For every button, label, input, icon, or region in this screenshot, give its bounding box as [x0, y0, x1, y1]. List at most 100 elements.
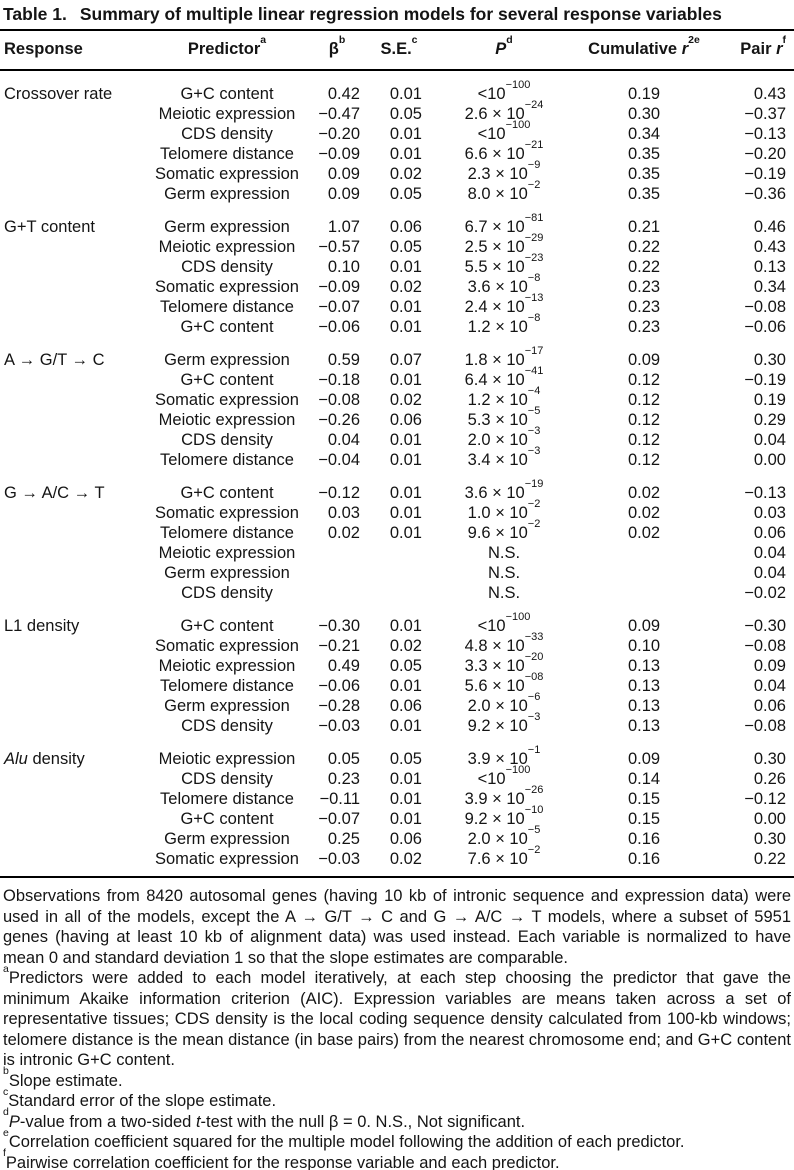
beta-value: −0.06	[318, 318, 360, 336]
pair-r-value: 0.04	[753, 677, 786, 695]
se-value	[368, 543, 430, 563]
p-value-exponent: −3	[527, 444, 541, 457]
p-value: 6.6 × 10−21	[430, 139, 578, 164]
predictor-label: Somatic expression	[155, 850, 299, 868]
predictor-label: G+C content	[180, 810, 274, 828]
se-value: 0.01	[389, 451, 422, 469]
predictor-label: Germ expression	[164, 564, 290, 582]
response-label	[0, 104, 148, 124]
text: Predictor	[187, 40, 261, 58]
text: Correlation coefficient squared for the …	[8, 1133, 685, 1151]
p-value-exponent: −4	[527, 384, 541, 397]
predictor-label: G+C content	[180, 617, 274, 635]
predictor-label: Somatic expression	[155, 278, 299, 296]
predictor-label: Meiotic expression	[158, 750, 296, 768]
p-value: 1.0 × 10−2	[430, 498, 578, 523]
predictor-label: G+C content	[180, 85, 274, 103]
beta-value: −0.28	[318, 697, 360, 715]
italic-text: t	[195, 1112, 201, 1131]
p-value: 2.6 × 10−24	[430, 99, 578, 124]
p-value-exponent: −2	[527, 843, 541, 856]
cumulative-r2-value: 0.23	[627, 298, 661, 316]
table-row: Somatic expression −0.21 0.02 4.8 × 10−33 0.…	[0, 631, 794, 656]
footnote-marker: a	[3, 962, 9, 975]
se-value: 0.01	[389, 524, 422, 542]
predictor-label: Meiotic expression	[158, 411, 296, 429]
response-label	[0, 370, 148, 390]
p-value-exponent: −41	[524, 364, 544, 377]
p-value-exponent: −1	[527, 743, 541, 756]
se-value: 0.01	[389, 298, 422, 316]
beta-value: 1.07	[327, 218, 360, 236]
pair-r-value: 0.00	[753, 810, 786, 828]
table-note-general: Observations from 8420 autosomal genes (…	[3, 886, 791, 968]
table-row: Germ expression N.S. 0.04	[0, 563, 794, 583]
p-value-base: <10	[477, 770, 506, 788]
response-label	[0, 809, 148, 829]
pair-r-value: 0.06	[753, 697, 786, 715]
p-value-base: 3.9 × 10	[464, 790, 525, 808]
beta-value: −0.08	[318, 391, 360, 409]
p-value-exponent: −100	[505, 78, 531, 91]
table-row: Meiotic expression −0.57 0.05 2.5 × 10−29 0.…	[0, 232, 794, 257]
beta-value: −0.06	[318, 677, 360, 695]
p-value: 5.6 × 10−08	[430, 671, 578, 696]
italic-text: r	[776, 40, 783, 58]
p-value-base: <10	[477, 125, 506, 143]
cumulative-r2-value: 0.35	[627, 145, 661, 163]
se-value: 0.02	[389, 278, 422, 296]
table-row: Telomere distance −0.07 0.01 2.4 × 10−13 0.2…	[0, 292, 794, 317]
p-value-base: 2.0 × 10	[467, 431, 528, 449]
cumulative-r2-value: 0.35	[627, 185, 661, 203]
footnote-marker: e	[3, 1126, 9, 1139]
pair-r-value: −0.06	[744, 318, 786, 336]
cumulative-r2-value: 0.35	[627, 165, 661, 183]
beta-value: −0.09	[318, 278, 360, 296]
cumulative-r2-value: 0.19	[627, 85, 661, 103]
beta-value: 0.10	[327, 258, 360, 276]
predictor-label: Meiotic expression	[158, 105, 296, 123]
text: Cumulative	[588, 40, 682, 58]
table-note: dP-value from a two-sided t-test with th…	[3, 1107, 791, 1133]
p-value: 6.7 × 10−81	[430, 204, 578, 237]
p-value-exponent: −23	[524, 251, 544, 264]
p-value-base: 5.3 × 10	[467, 411, 528, 429]
table-row: G+C content −0.07 0.01 9.2 × 10−10 0.15 0.00	[0, 804, 794, 829]
p-value-exponent: −81	[524, 211, 544, 224]
predictor-label: CDS density	[181, 770, 273, 788]
p-value-base: 2.6 × 10	[464, 105, 525, 123]
cumulative-r2-value: 0.12	[627, 391, 661, 409]
beta-value	[306, 543, 368, 563]
cumulative-r2-value: 0.16	[627, 830, 661, 848]
se-value: 0.01	[389, 318, 422, 336]
table-row: G → A/C → T G+C content −0.12 0.01 3.6 × 10−…	[0, 470, 794, 503]
col-header-se: S.E.c	[368, 30, 430, 71]
pair-r-value: −0.19	[744, 165, 786, 183]
predictor-label: Telomere distance	[160, 790, 294, 808]
beta-value: −0.03	[318, 850, 360, 868]
p-value: 9.6 × 10−2	[430, 518, 578, 543]
cumulative-r2-value	[578, 583, 710, 603]
beta-value: −0.21	[318, 637, 360, 655]
se-value: 0.05	[389, 750, 422, 768]
pair-r-value: −0.36	[744, 185, 786, 203]
cumulative-r2-value: 0.13	[627, 657, 661, 675]
text: -test with the null β = 0. N.S., Not sig…	[200, 1112, 526, 1131]
pair-r-value: −0.12	[744, 790, 786, 808]
table-row: Somatic expression −0.08 0.02 1.2 × 10−4 0.1…	[0, 385, 794, 410]
response-label: Alu density	[0, 736, 148, 769]
cumulative-r2-value	[578, 563, 710, 583]
se-value: 0.01	[389, 810, 422, 828]
pair-r-value: 0.03	[753, 504, 786, 522]
cumulative-r2-value: 0.15	[627, 790, 661, 808]
text: Crossover rate	[4, 85, 113, 103]
predictor-label: CDS density	[181, 717, 273, 735]
table-row: Crossover rate G+C content 0.42 0.01 <10−100…	[0, 70, 794, 104]
pair-r-value: 0.34	[753, 278, 786, 296]
footnote-marker: b	[338, 33, 346, 46]
cumulative-r2-value: 0.02	[627, 504, 661, 522]
beta-value: −0.07	[318, 298, 360, 316]
response-label	[0, 563, 148, 583]
se-value: 0.06	[389, 218, 422, 236]
beta-value: 0.23	[327, 770, 360, 788]
